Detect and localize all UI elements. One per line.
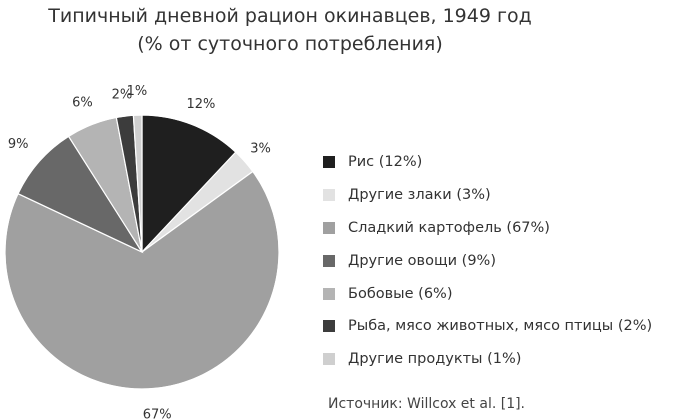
chart-title: Типичный дневной рацион окинавцев, 1949 … (48, 5, 532, 27)
legend-item: Рыба, мясо животных, мясо птицы (2%) (323, 310, 652, 343)
legend-swatch (323, 254, 335, 267)
legend-swatch (323, 189, 335, 202)
legend-swatch (323, 287, 335, 300)
legend-item: Другие продукты (1%) (323, 343, 652, 376)
legend-item: Другие злаки (3%) (323, 179, 652, 212)
legend-item: Другие овощи (9%) (323, 244, 652, 277)
slice-value-label: 3% (250, 142, 271, 157)
legend-label: Другие продукты (1%) (348, 351, 522, 368)
legend-label: Рис (12%) (348, 154, 423, 171)
slice-value-label: 6% (72, 95, 93, 110)
legend-label: Другие злаки (3%) (348, 187, 491, 204)
source-note: Источник: Willcox et al. [1]. (328, 396, 526, 412)
legend-item: Бобовые (6%) (323, 277, 652, 310)
legend-label: Бобовые (6%) (348, 285, 453, 302)
legend-label: Рыба, мясо животных, мясо птицы (2%) (348, 318, 653, 335)
pie-outline (4, 114, 280, 390)
legend-label: Другие овощи (9%) (348, 252, 496, 269)
legend-label: Сладкий картофель (67%) (348, 219, 550, 236)
legend-swatch (323, 221, 335, 234)
chart-subtitle: (% от суточного потребления) (137, 33, 443, 55)
slice-value-label: 12% (186, 97, 215, 112)
slice-value-label: 2% (112, 87, 133, 102)
slice-value-label: 67% (143, 407, 172, 420)
slice-value-label: 1% (127, 84, 148, 99)
chart-legend: Рис (12%) Другие злаки (3%) Сладкий картоф… (323, 146, 652, 376)
legend-swatch (323, 156, 335, 169)
slice-value-label: 9% (8, 137, 29, 152)
legend-swatch (323, 353, 335, 366)
chart-title-block: Типичный дневной рацион окинавцев, 1949 … (0, 2, 580, 58)
legend-item: Сладкий картофель (67%) (323, 212, 652, 245)
legend-swatch (323, 320, 335, 333)
legend-item: Рис (12%) (323, 146, 652, 179)
